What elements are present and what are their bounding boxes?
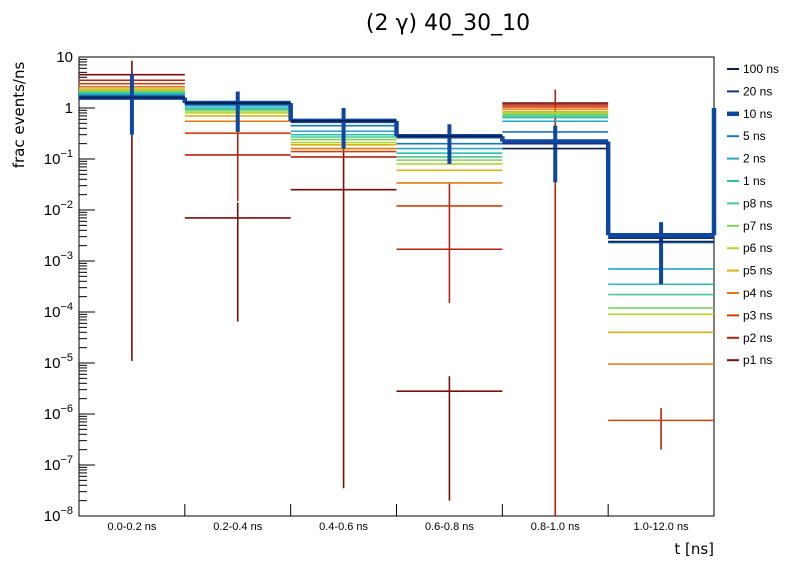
series-p2-ns: [79, 79, 662, 516]
legend-label: p8 ns: [743, 196, 772, 210]
y-tick-label: 10−6: [44, 403, 73, 423]
legend-item: p8 ns: [727, 196, 772, 210]
legend-label: 10 ns: [743, 107, 772, 121]
legend-label: p4 ns: [743, 286, 772, 300]
legend-label: p1 ns: [743, 353, 772, 367]
legend-item: p6 ns: [727, 241, 772, 255]
legend-item: p7 ns: [727, 219, 772, 233]
legend-label: p6 ns: [743, 241, 772, 255]
legend-item: 2 ns: [727, 152, 766, 166]
legend-label: p5 ns: [743, 264, 772, 278]
legend-item: 5 ns: [727, 129, 766, 143]
y-tick-label: 10−4: [44, 301, 73, 321]
legend-label: 5 ns: [743, 129, 766, 143]
x-tick-label: 0.0-0.2 ns: [107, 521, 156, 533]
legend-item: 100 ns: [727, 62, 779, 76]
series-p3-ns: [79, 82, 714, 422]
legend-label: p7 ns: [743, 219, 772, 233]
series-100-ns: [79, 96, 714, 243]
legend-item: p4 ns: [727, 286, 772, 300]
legend-label: p2 ns: [743, 331, 772, 345]
legend-item: p5 ns: [727, 264, 772, 278]
y-tick-label: 1: [65, 100, 73, 117]
y-axis-label: frac events/ns: [10, 62, 28, 169]
plot-area: 10 1 10−1 10−2 10−3 10−4 10−5 10−6 10−7 10−8 0.0-0…: [44, 49, 717, 533]
legend-label: 20 ns: [743, 84, 772, 98]
legend-label: 2 ns: [743, 152, 766, 166]
legend-item: 20 ns: [727, 84, 772, 98]
y-tick-label: 10−5: [44, 352, 73, 372]
legend-item: p2 ns: [727, 331, 772, 345]
y-tick-label: 10−7: [44, 454, 73, 474]
legend-item: p1 ns: [727, 353, 772, 367]
x-tick-label: 0.2-0.4 ns: [213, 521, 262, 533]
y-tick-label: 10: [56, 49, 73, 66]
x-tick-label: 1.0-12.0 ns: [634, 521, 690, 533]
y-tick-label: 10−1: [44, 148, 73, 168]
x-tick-label: 0.4-0.6 ns: [319, 521, 368, 533]
series-10-ns: [79, 74, 717, 285]
x-tick-label: 0.6-0.8 ns: [425, 521, 474, 533]
chart-title: (2 γ) 40_30_10: [366, 11, 530, 36]
series-5-ns: [79, 95, 714, 244]
y-tick-label: 10−8: [44, 505, 73, 525]
legend-item: p3 ns: [727, 308, 772, 322]
legend-label: 1 ns: [743, 174, 766, 188]
y-tick-label: 10−3: [44, 250, 73, 270]
legend-item: 10 ns: [727, 107, 772, 121]
legend-item: 1 ns: [727, 174, 766, 188]
legend: 100 ns 20 ns 10 ns 5 ns 2 ns 1 ns p8 ns p7 ns p6…: [727, 62, 779, 367]
y-tick-label: 10−2: [44, 199, 73, 219]
legend-label: 100 ns: [743, 62, 779, 76]
legend-label: p3 ns: [743, 308, 772, 322]
x-axis-label: t [ns]: [674, 540, 714, 558]
x-tick-label: 0.8-1.0 ns: [531, 521, 580, 533]
